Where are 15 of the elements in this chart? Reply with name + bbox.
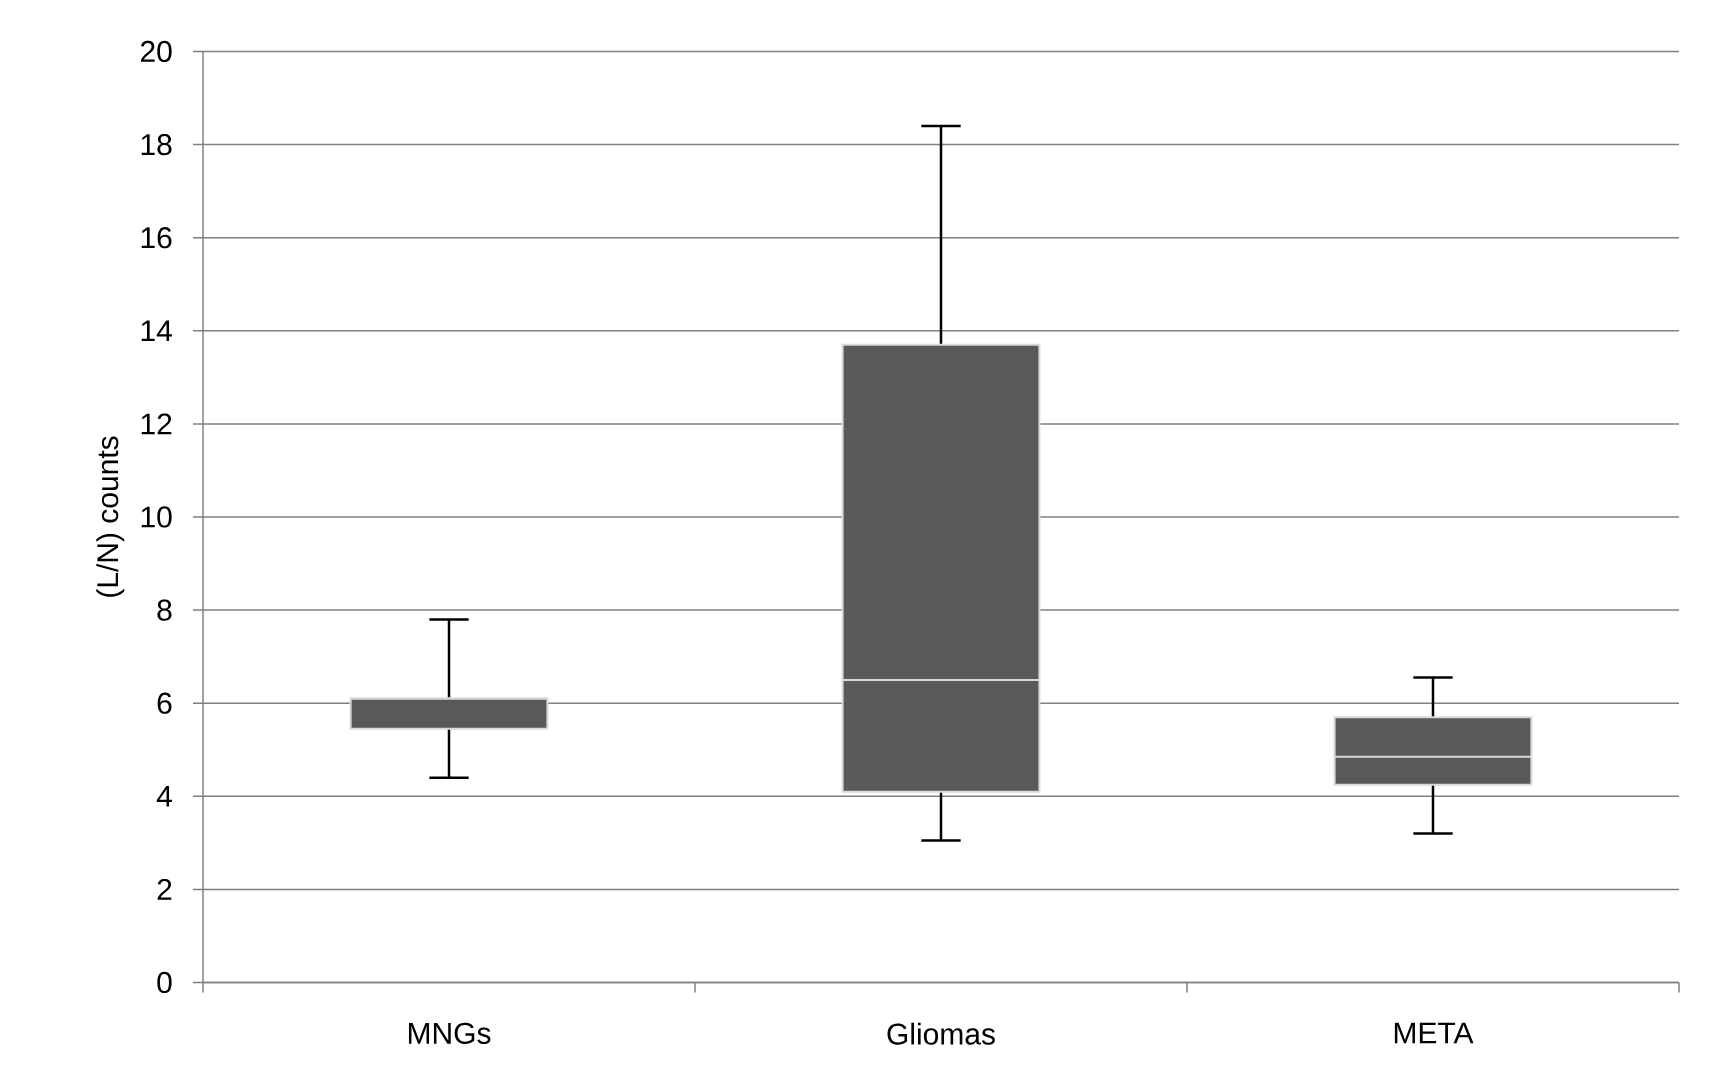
y-tick-label: 14 xyxy=(141,320,172,342)
y-tick-label: 20 xyxy=(140,40,172,63)
y-tick-label: 6 xyxy=(157,692,172,714)
y-tick-label: 4 xyxy=(156,785,172,807)
x-tick-label: META xyxy=(1394,1022,1474,1044)
y-tick-label: 16 xyxy=(141,227,172,249)
y-axis-title: (L/N) counts xyxy=(96,436,125,597)
y-tick-label: 10 xyxy=(141,506,172,528)
y-tick-label: 8 xyxy=(157,599,172,621)
y-tick-label: 0 xyxy=(157,971,172,994)
y-tick-label: 2 xyxy=(157,878,172,900)
x-tick-label: MNGs xyxy=(408,1022,491,1044)
y-tick-label: 12 xyxy=(141,413,172,435)
x-tick-label: Gliomas xyxy=(887,1022,995,1045)
y-tick-label: 18 xyxy=(141,133,172,156)
